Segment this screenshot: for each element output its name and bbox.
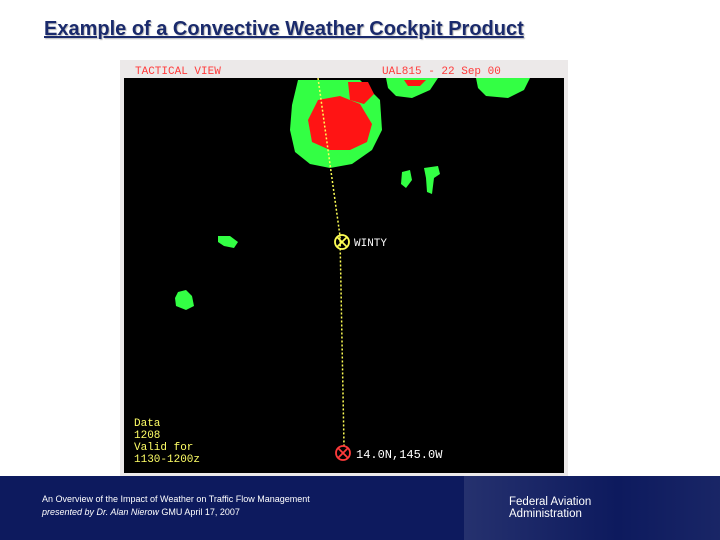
valid-time-range: 1130-1200z bbox=[134, 454, 200, 466]
weather-cell-scattered bbox=[175, 166, 440, 310]
data-label: Data bbox=[134, 418, 161, 430]
current-position-marker bbox=[335, 445, 351, 461]
footer-accent bbox=[464, 476, 720, 540]
waypoint-winty-marker bbox=[334, 234, 350, 250]
data-validity-block: Data 1208 Valid for 1130-1200z bbox=[134, 418, 200, 466]
flight-route-line bbox=[317, 77, 345, 447]
current-position-label: 14.0N,145.0W bbox=[356, 448, 443, 462]
waypoint-winty-label: WINTY bbox=[354, 238, 387, 250]
organization-line1: Federal Aviation bbox=[509, 496, 592, 508]
weather-cell-north bbox=[290, 80, 382, 168]
flight-info-label: UAL815 - 22 Sep 00 bbox=[382, 66, 501, 78]
presentation-date: GMU April 17, 2007 bbox=[158, 507, 240, 517]
presenter-line: presented by Dr. Alan Nierow GMU April 1… bbox=[42, 506, 310, 519]
presentation-title: An Overview of the Impact of Weather on … bbox=[42, 494, 310, 504]
data-number: 1208 bbox=[134, 430, 160, 442]
presenter-name: presented by Dr. Alan Nierow bbox=[42, 507, 159, 517]
organization-name: Federal Aviation Administration bbox=[509, 496, 591, 520]
valid-for-label: Valid for bbox=[134, 442, 193, 454]
tactical-view-label: TACTICAL VIEW bbox=[135, 66, 221, 78]
organization-line2: Administration bbox=[509, 508, 582, 520]
radar-display: TACTICAL VIEW UAL815 - 22 Sep 00 bbox=[120, 60, 568, 476]
weather-cell-northeast bbox=[386, 78, 530, 98]
footer-band: An Overview of the Impact of Weather on … bbox=[0, 476, 720, 540]
slide-title: Example of a Convective Weather Cockpit … bbox=[44, 18, 524, 40]
presentation-info: An Overview of the Impact of Weather on … bbox=[42, 493, 310, 519]
